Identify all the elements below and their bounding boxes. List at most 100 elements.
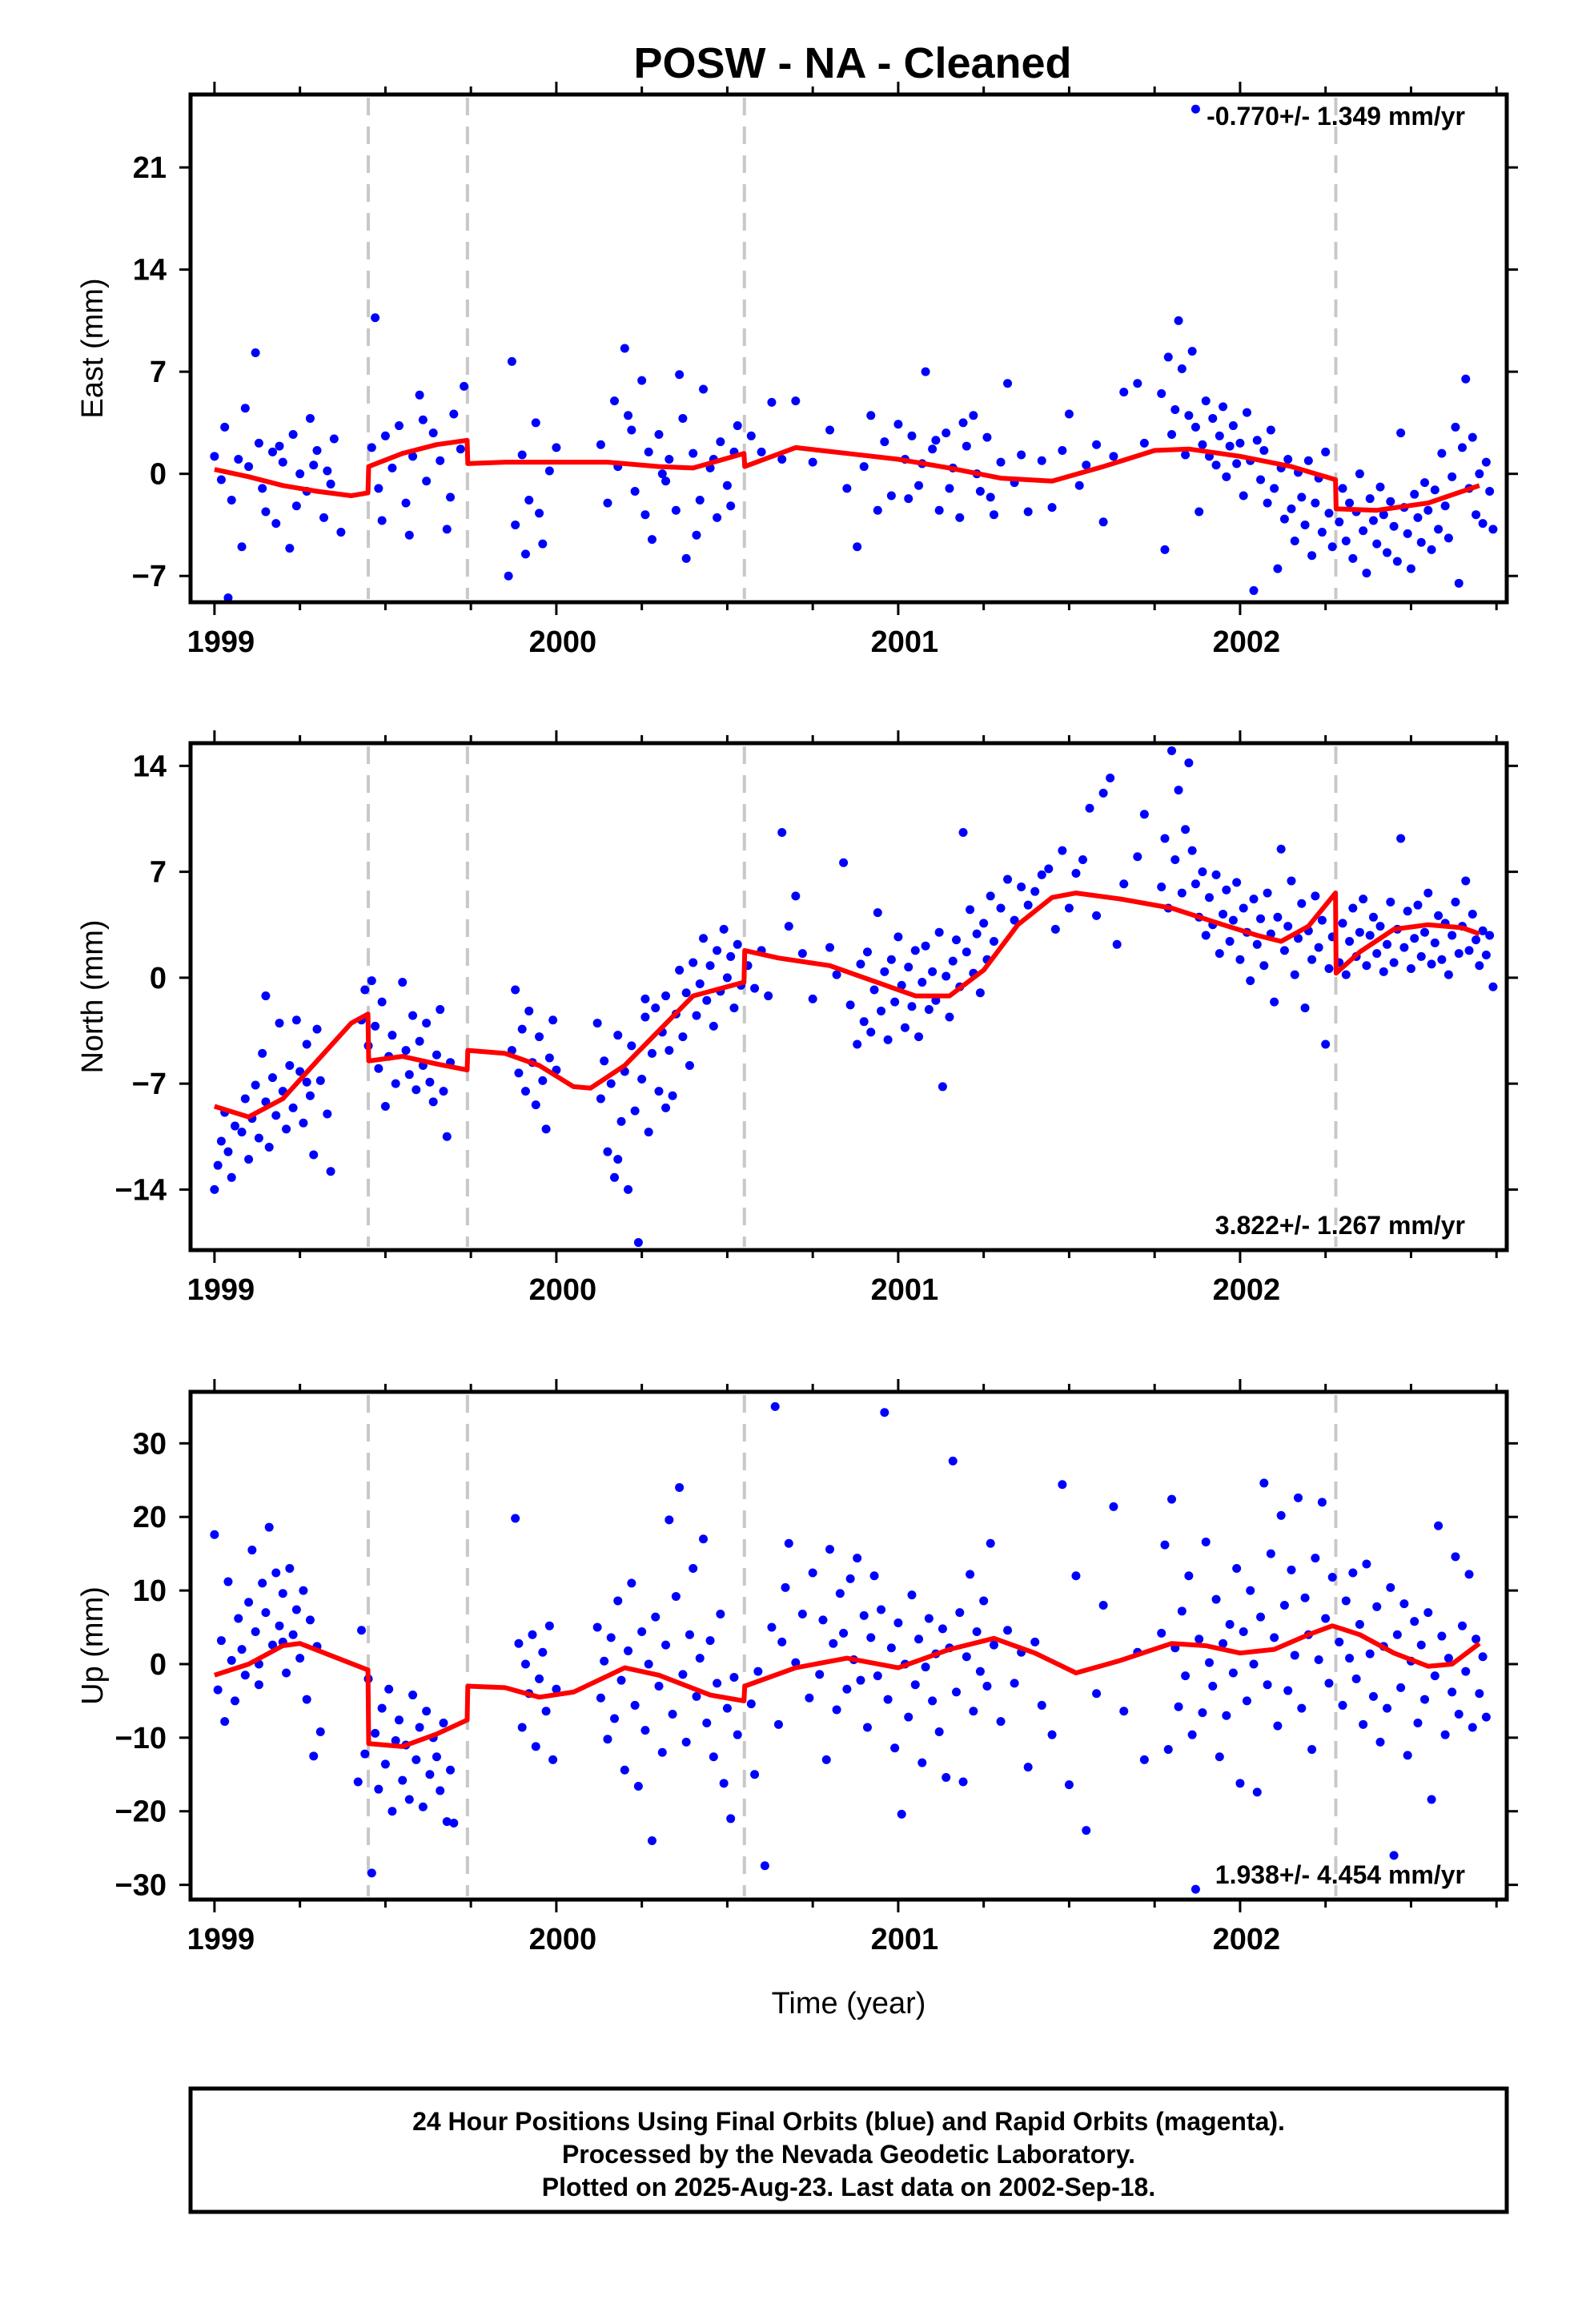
- position-point: [415, 1723, 424, 1732]
- position-point: [603, 1147, 612, 1156]
- position-point: [606, 1633, 616, 1642]
- position-point: [1379, 510, 1388, 520]
- position-point: [1386, 897, 1395, 907]
- position-point: [1341, 1596, 1351, 1606]
- position-point: [1403, 1751, 1412, 1760]
- model-curve: [214, 437, 1480, 513]
- position-point: [408, 1691, 418, 1700]
- position-point: [302, 1039, 311, 1049]
- position-point: [1050, 924, 1060, 934]
- position-point: [507, 356, 516, 366]
- position-point: [415, 390, 424, 400]
- position-point: [415, 1036, 424, 1046]
- position-point: [517, 450, 527, 460]
- position-point: [541, 1707, 551, 1716]
- position-point: [1478, 519, 1488, 529]
- y-tick-label: 7: [150, 856, 167, 890]
- position-point: [1270, 997, 1279, 1007]
- position-point: [1163, 352, 1173, 362]
- position-point: [907, 1002, 917, 1011]
- position-point: [511, 520, 520, 529]
- position-point: [1475, 469, 1484, 479]
- position-point: [1383, 548, 1392, 557]
- position-point: [904, 963, 913, 972]
- position-point: [630, 1106, 640, 1116]
- position-point: [1092, 911, 1102, 920]
- position-point: [528, 1630, 537, 1639]
- position-point: [1375, 1737, 1385, 1747]
- position-point: [387, 1031, 397, 1040]
- position-point: [1003, 379, 1013, 388]
- position-point: [514, 1068, 524, 1078]
- position-point: [531, 1742, 540, 1751]
- position-point: [1167, 1494, 1177, 1504]
- position-point: [893, 1618, 903, 1628]
- position-point: [1098, 1600, 1108, 1610]
- position-point: [1219, 1638, 1228, 1648]
- position-point: [1338, 1700, 1347, 1710]
- position-point: [1396, 1683, 1406, 1692]
- up-panel: −30 −20 −10 0 10 20 30 1999 2000 2001 2002 Up (mm) T…: [76, 1379, 1518, 2020]
- position-point: [661, 1640, 671, 1650]
- position-point: [883, 1035, 893, 1044]
- position-point: [1392, 557, 1402, 566]
- position-point: [845, 1574, 855, 1583]
- position-point: [282, 1668, 291, 1678]
- position-point: [1074, 480, 1084, 490]
- position-point: [1187, 846, 1197, 855]
- position-point: [651, 1003, 661, 1013]
- position-point: [1259, 1478, 1269, 1488]
- y-tick-label: 7: [150, 356, 167, 389]
- position-point: [1485, 487, 1495, 497]
- position-point: [210, 1530, 219, 1539]
- position-point: [237, 1128, 247, 1137]
- position-point: [285, 1564, 295, 1574]
- position-point: [367, 976, 376, 986]
- position-point: [726, 951, 736, 961]
- position-point: [1427, 959, 1436, 969]
- y-tick-label: 30: [133, 1427, 167, 1461]
- position-point: [1204, 893, 1214, 903]
- position-point: [609, 1714, 619, 1723]
- position-point: [1191, 879, 1200, 889]
- position-point: [1085, 803, 1094, 813]
- position-point: [511, 985, 520, 995]
- position-point: [606, 1079, 616, 1088]
- position-point: [996, 1717, 1006, 1727]
- position-point: [1447, 931, 1457, 940]
- position-point: [1461, 876, 1471, 886]
- position-point: [1451, 897, 1460, 907]
- position-point: [264, 1143, 274, 1152]
- position-point: [640, 510, 650, 520]
- position-point: [1215, 431, 1224, 440]
- plot-area: [191, 1392, 1507, 1900]
- position-point: [1481, 951, 1491, 960]
- position-point: [1472, 510, 1481, 520]
- position-point: [1410, 1617, 1419, 1626]
- position-point: [1030, 1637, 1040, 1647]
- position-point: [275, 441, 284, 451]
- position-point: [231, 1121, 240, 1131]
- position-point: [1434, 525, 1443, 534]
- position-point: [1423, 888, 1433, 898]
- position-point: [244, 1155, 254, 1164]
- position-point: [1270, 1633, 1279, 1642]
- position-point: [1047, 503, 1057, 513]
- position-point: [620, 344, 629, 353]
- position-point: [329, 434, 339, 444]
- position-point: [661, 476, 671, 486]
- position-point: [647, 1835, 656, 1845]
- position-point: [1478, 926, 1488, 935]
- position-point: [1256, 914, 1266, 923]
- position-point: [1232, 459, 1242, 468]
- position-point: [1297, 493, 1307, 502]
- position-point: [1263, 498, 1272, 508]
- position-point: [1307, 955, 1317, 964]
- position-point: [620, 1765, 629, 1775]
- position-point: [1287, 1565, 1296, 1574]
- position-point: [1160, 834, 1170, 843]
- position-point: [917, 978, 927, 987]
- position-point: [1198, 867, 1207, 877]
- position-point: [716, 1609, 725, 1618]
- position-point: [1427, 1795, 1436, 1804]
